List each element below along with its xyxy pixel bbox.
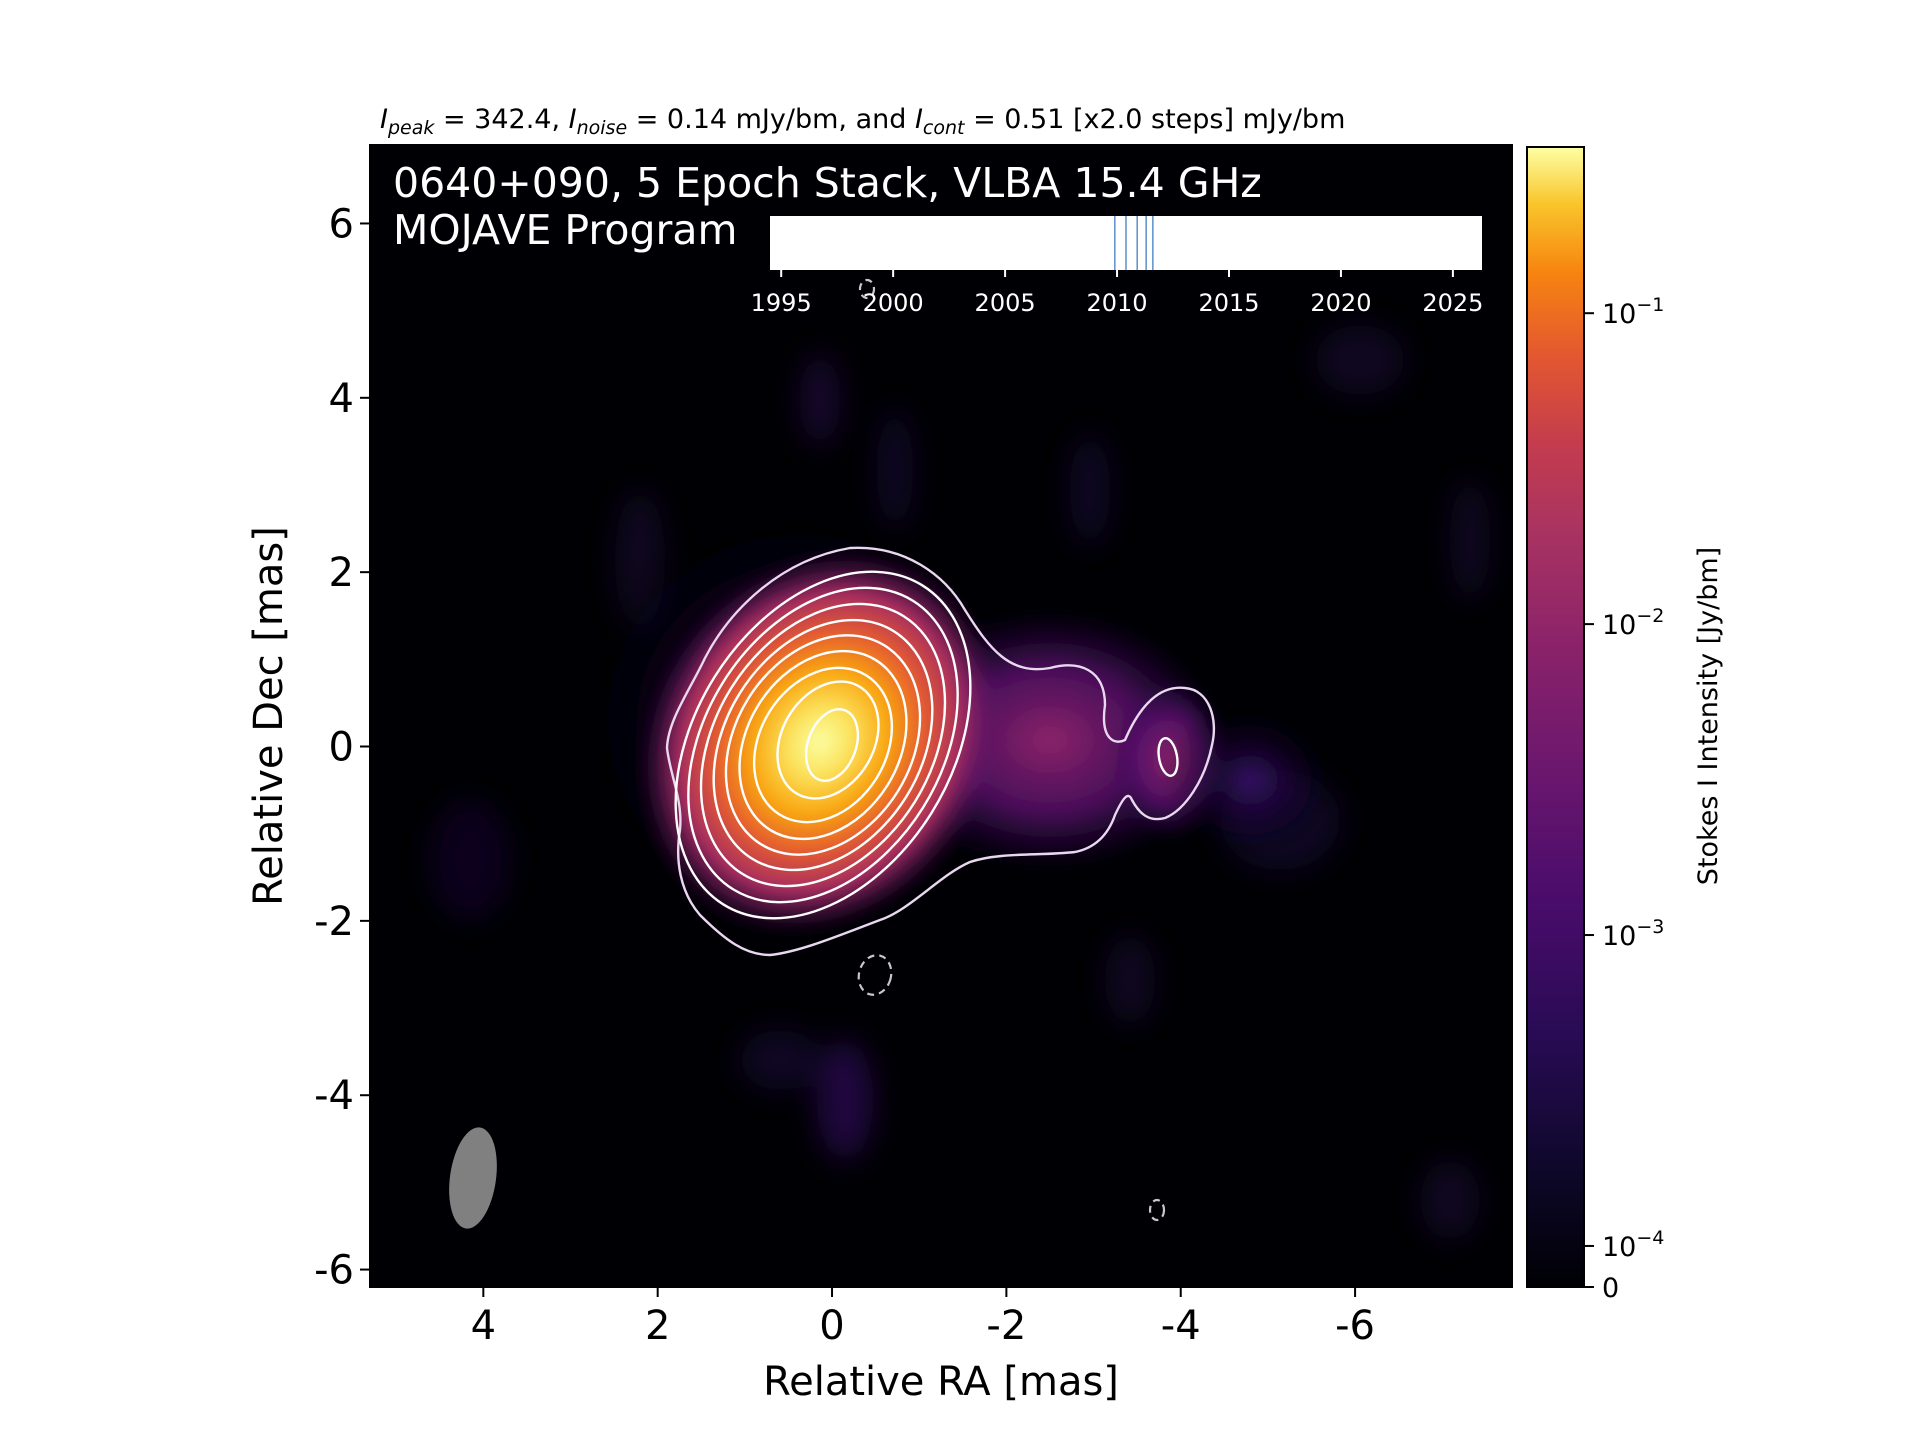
x-tick-label: 4 bbox=[471, 1303, 496, 1349]
contour-7 bbox=[738, 649, 908, 841]
noise-symbol: I bbox=[569, 104, 577, 135]
contour-5 bbox=[712, 618, 934, 872]
x-tick-label: -2 bbox=[986, 1303, 1026, 1349]
contour-10 bbox=[804, 708, 860, 782]
contour-2 bbox=[674, 570, 972, 920]
contour-6 bbox=[724, 634, 922, 856]
beam-ellipse bbox=[449, 1127, 497, 1229]
peak-value: = 342.4, bbox=[434, 104, 568, 135]
program-label: MOJAVE Program bbox=[393, 206, 737, 254]
x-tick-label: 2 bbox=[645, 1303, 670, 1349]
cont-subscript: cont bbox=[923, 117, 966, 139]
epoch-tick-label: 2025 bbox=[1422, 289, 1483, 317]
colorbar-tick-label: 0 bbox=[1602, 1273, 1619, 1304]
contours bbox=[665, 546, 1216, 957]
y-tick-label: -6 bbox=[314, 1248, 354, 1294]
epoch-inset: 1995 2000 2005 2010 2015 2020 2025 bbox=[751, 216, 1483, 317]
contour-4 bbox=[699, 602, 947, 888]
negative-contours bbox=[857, 278, 1166, 1222]
y-tick-label: 4 bbox=[329, 376, 354, 422]
colorbar-fill bbox=[1527, 147, 1584, 1287]
epoch-tick-label: 2015 bbox=[1198, 289, 1259, 317]
plot-frame bbox=[369, 144, 1513, 1288]
colorbar-tick-label: 10−4 bbox=[1602, 1227, 1664, 1263]
contour-knot bbox=[1157, 737, 1179, 777]
cont-symbol: I bbox=[915, 104, 923, 135]
contour-9 bbox=[776, 680, 880, 800]
epoch-lines bbox=[1114, 216, 1154, 270]
colorbar-tick-label: 10−3 bbox=[1602, 916, 1664, 952]
x-axis: 4 2 0 -2 -4 -6 bbox=[471, 1287, 1375, 1349]
x-tick-label: -6 bbox=[1335, 1303, 1375, 1349]
y-axis: 6 4 2 0 -2 -4 -6 bbox=[314, 201, 370, 1294]
epoch-tick-label: 2005 bbox=[975, 289, 1036, 317]
epoch-axis: 1995 2000 2005 2010 2015 2020 2025 bbox=[751, 270, 1483, 317]
epoch-tick-label: 1995 bbox=[751, 289, 812, 317]
colorbar-frame bbox=[1526, 146, 1585, 1288]
colorbar-ticks: 0 10−4 10−3 10−2 10−1 bbox=[1584, 294, 1664, 1304]
y-axis-title: Relative Dec [mas] bbox=[246, 526, 292, 906]
epoch-tick-label: 2000 bbox=[863, 289, 924, 317]
cont-value: = 0.51 [x2.0 steps] mJy/bm bbox=[964, 104, 1345, 135]
y-tick-label: -4 bbox=[314, 1073, 354, 1119]
contour-8 bbox=[752, 666, 894, 824]
x-tick-label: 0 bbox=[819, 1303, 844, 1349]
source-title: 0640+090, 5 Epoch Stack, VLBA 15.4 GHz bbox=[393, 159, 1262, 207]
noise-value: = 0.14 mJy/bm, and bbox=[627, 104, 915, 135]
contour-outer bbox=[665, 546, 1216, 957]
y-tick-label: 2 bbox=[329, 550, 354, 596]
epoch-tick-label: 2020 bbox=[1310, 289, 1371, 317]
y-tick-label: 0 bbox=[329, 725, 354, 771]
colorbar-tick-label: 10−1 bbox=[1602, 294, 1664, 330]
x-axis-title: Relative RA [mas] bbox=[763, 1359, 1119, 1405]
noise-subscript: noise bbox=[577, 117, 628, 139]
x-tick-label: -4 bbox=[1161, 1303, 1201, 1349]
peak-symbol: I bbox=[380, 104, 388, 135]
peak-subscript: peak bbox=[387, 117, 435, 139]
colorbar-tick-label: 10−2 bbox=[1602, 605, 1664, 641]
y-tick-label: 6 bbox=[329, 201, 354, 247]
image-panel: 0640+090, 5 Epoch Stack, VLBA 15.4 GHz M… bbox=[370, 145, 1512, 1287]
colorbar-label: Stokes I Intensity [Jy/bm] bbox=[1693, 547, 1724, 885]
epoch-tick-label: 2010 bbox=[1087, 289, 1148, 317]
y-tick-label: -2 bbox=[314, 899, 354, 945]
header-stats: Ipeak = 342.4, Inoise = 0.14 mJy/bm, and… bbox=[380, 104, 1345, 139]
contour-3 bbox=[687, 586, 959, 904]
colorbar: 0 10−4 10−3 10−2 10−1 Stokes I Intensity [Jy… bbox=[1526, 146, 1724, 1304]
